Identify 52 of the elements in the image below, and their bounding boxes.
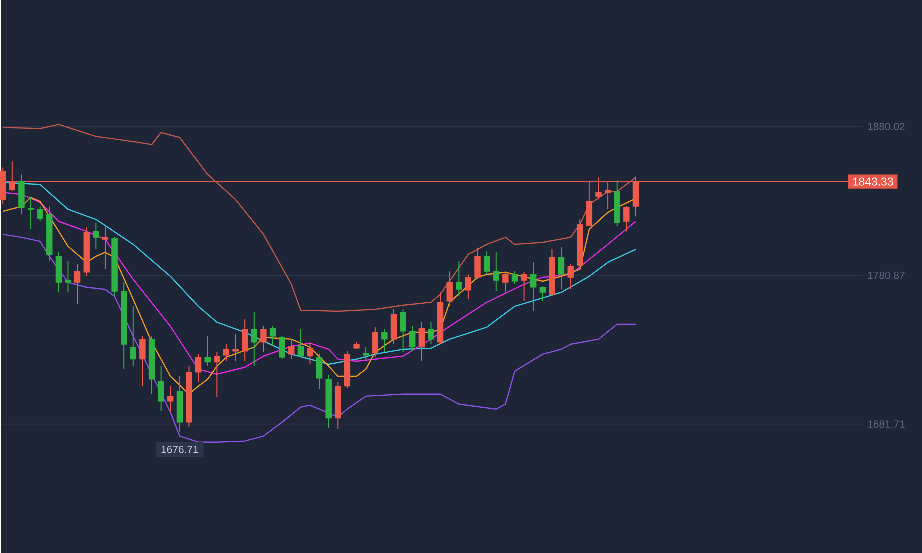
y-tick-label: 1880.02 (868, 122, 905, 130)
line-series (2, 124, 637, 312)
candlestick (28, 196, 34, 230)
candlestick (140, 336, 146, 387)
y-tick-label: 1780.87 (868, 272, 905, 280)
candlestick (214, 352, 220, 398)
candlestick (540, 286, 546, 302)
candlestick (465, 274, 472, 300)
candlestick (251, 312, 258, 367)
candlestick (512, 270, 518, 285)
candlestick (195, 354, 202, 383)
candlestick (474, 248, 481, 280)
candlestick (298, 328, 304, 358)
candlestick (37, 206, 44, 222)
candlestick (242, 318, 248, 362)
candlestick (74, 264, 81, 305)
candlestick (270, 326, 276, 347)
candlestick (400, 308, 406, 353)
candlestick (493, 252, 500, 292)
candlestick (316, 354, 323, 390)
candlestick (502, 270, 509, 293)
candlestick (446, 270, 453, 307)
ref-line-label: 1843.33 (853, 178, 894, 186)
y-tick-label: 1681.71 (868, 420, 905, 428)
candlestick (372, 326, 378, 358)
candlestick (558, 246, 565, 290)
candlestick (521, 272, 528, 302)
candlestick (624, 206, 630, 232)
candlestick (260, 326, 267, 353)
candlestick (102, 225, 109, 270)
candlestick (418, 322, 426, 362)
candlestick (204, 336, 211, 367)
candlestick (93, 222, 100, 250)
candlestick (382, 328, 388, 353)
annotation: 1676.71 (162, 446, 198, 454)
candlestick (65, 260, 72, 293)
candlestick (158, 366, 164, 412)
candlestick (568, 264, 574, 290)
candlestick (288, 338, 295, 360)
candlestick (232, 334, 239, 362)
candlestick (307, 342, 314, 365)
candlestick (279, 336, 286, 360)
candlestick (223, 344, 230, 362)
candlestick (168, 386, 174, 413)
candlestick (530, 262, 537, 312)
candlestick (456, 260, 462, 297)
candlestick (362, 346, 370, 362)
line-series (2, 234, 637, 443)
candlestick (130, 306, 136, 367)
candlestick (484, 251, 490, 275)
candlestick (410, 326, 416, 352)
candlestick (428, 322, 434, 345)
